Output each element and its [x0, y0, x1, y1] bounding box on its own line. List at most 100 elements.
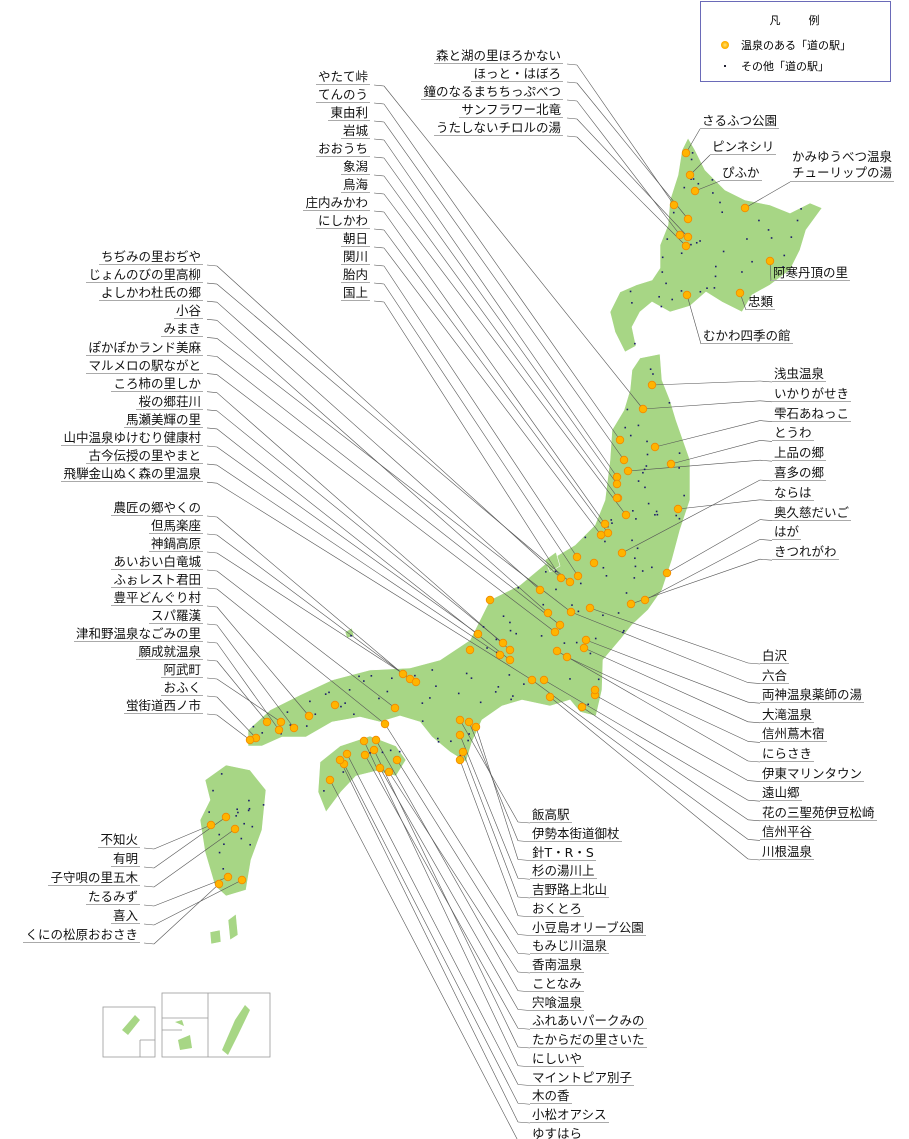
onsen-station-marker[interactable]	[612, 472, 622, 482]
onsen-station-marker[interactable]	[464, 717, 474, 727]
onsen-station-marker[interactable]	[673, 504, 683, 514]
onsen-station-marker[interactable]	[455, 755, 465, 765]
onsen-station-marker[interactable]	[214, 879, 224, 889]
onsen-station-marker[interactable]	[274, 725, 284, 735]
other-station-marker	[642, 471, 644, 474]
onsen-station-marker[interactable]	[626, 599, 636, 609]
onsen-station-marker[interactable]	[390, 703, 400, 713]
onsen-station-marker[interactable]	[371, 735, 381, 745]
onsen-station-marker[interactable]	[543, 608, 553, 618]
onsen-station-marker[interactable]	[455, 730, 465, 740]
onsen-station-marker[interactable]	[675, 230, 685, 240]
onsen-station-marker[interactable]	[276, 717, 286, 727]
onsen-station-marker[interactable]	[552, 646, 562, 656]
onsen-station-marker[interactable]	[325, 775, 335, 785]
onsen-station-marker[interactable]	[411, 677, 421, 687]
onsen-station-marker[interactable]	[740, 203, 750, 213]
onsen-station-marker[interactable]	[590, 685, 600, 695]
leader-line	[517, 1102, 531, 1105]
onsen-station-marker[interactable]	[685, 170, 695, 180]
onsen-station-marker[interactable]	[650, 442, 660, 452]
onsen-station-marker[interactable]	[527, 675, 537, 685]
onsen-station-marker[interactable]	[619, 455, 629, 465]
onsen-station-marker[interactable]	[577, 702, 587, 712]
onsen-station-marker[interactable]	[380, 719, 390, 729]
onsen-station-marker[interactable]	[556, 573, 566, 583]
other-station-marker	[218, 851, 221, 854]
onsen-station-marker[interactable]	[585, 603, 595, 613]
onsen-station-marker[interactable]	[539, 675, 549, 685]
onsen-station-marker[interactable]	[565, 577, 575, 587]
onsen-station-marker[interactable]	[573, 571, 583, 581]
onsen-station-marker[interactable]	[682, 290, 692, 300]
onsen-station-marker[interactable]	[221, 812, 231, 822]
onsen-station-marker[interactable]	[342, 749, 352, 759]
onsen-station-marker[interactable]	[206, 820, 216, 830]
onsen-station-marker[interactable]	[505, 645, 515, 655]
onsen-station-marker[interactable]	[262, 717, 272, 727]
onsen-station-marker[interactable]	[581, 635, 591, 645]
onsen-station-marker[interactable]	[289, 723, 299, 733]
onsen-station-marker[interactable]	[505, 655, 515, 665]
onsen-station-marker[interactable]	[304, 711, 314, 721]
onsen-station-marker[interactable]	[603, 528, 613, 538]
onsen-station-marker[interactable]	[545, 692, 555, 702]
onsen-station-marker[interactable]	[640, 595, 650, 605]
onsen-station-marker[interactable]	[473, 629, 483, 639]
onsen-station-marker[interactable]	[471, 722, 481, 732]
onsen-station-marker[interactable]	[384, 767, 394, 777]
onsen-station-marker[interactable]	[485, 595, 495, 605]
onsen-station-marker[interactable]	[465, 645, 475, 655]
onsen-station-marker[interactable]	[765, 256, 775, 266]
onsen-station-marker[interactable]	[369, 745, 379, 755]
onsen-station-marker[interactable]	[330, 700, 340, 710]
onsen-station-marker[interactable]	[669, 200, 679, 210]
onsen-station-marker[interactable]	[615, 435, 625, 445]
station-label: ならは	[772, 484, 814, 501]
onsen-station-marker[interactable]	[572, 552, 582, 562]
onsen-station-marker[interactable]	[458, 747, 468, 757]
onsen-station-marker[interactable]	[398, 669, 408, 679]
station-label: 白沢	[760, 648, 790, 664]
onsen-station-marker[interactable]	[566, 607, 576, 617]
onsen-station-marker[interactable]	[617, 548, 627, 558]
onsen-station-marker[interactable]	[690, 186, 700, 196]
onsen-station-marker[interactable]	[666, 459, 676, 469]
onsen-station-marker[interactable]	[237, 875, 247, 885]
other-station-marker	[790, 236, 793, 238]
onsen-station-marker[interactable]	[535, 585, 545, 595]
onsen-station-marker[interactable]	[596, 530, 606, 540]
onsen-station-marker[interactable]	[562, 652, 572, 662]
onsen-station-marker[interactable]	[359, 736, 369, 746]
onsen-station-marker[interactable]	[550, 627, 560, 637]
onsen-station-marker[interactable]	[735, 288, 745, 298]
onsen-station-marker[interactable]	[681, 241, 691, 251]
onsen-station-marker[interactable]	[495, 650, 505, 660]
onsen-station-marker[interactable]	[623, 466, 633, 476]
onsen-station-marker[interactable]	[621, 510, 631, 520]
onsen-station-marker[interactable]	[223, 872, 233, 882]
onsen-station-marker[interactable]	[589, 558, 599, 568]
onsen-station-marker[interactable]	[375, 763, 385, 773]
onsen-station-marker[interactable]	[392, 755, 402, 765]
onsen-station-marker[interactable]	[683, 214, 693, 224]
onsen-station-marker[interactable]	[230, 824, 240, 834]
onsen-station-marker[interactable]	[455, 715, 465, 725]
onsen-station-marker[interactable]	[600, 519, 610, 529]
onsen-station-marker[interactable]	[681, 148, 691, 158]
onsen-station-marker[interactable]	[245, 735, 255, 745]
onsen-station-marker[interactable]	[360, 750, 370, 760]
onsen-station-marker[interactable]	[612, 479, 622, 489]
other-station-marker	[604, 540, 606, 543]
onsen-station-marker[interactable]	[579, 643, 589, 653]
onsen-station-marker[interactable]	[683, 232, 693, 242]
leader-line	[383, 193, 627, 516]
leader-line	[566, 656, 749, 742]
onsen-station-marker[interactable]	[335, 755, 345, 765]
onsen-station-marker[interactable]	[498, 638, 508, 648]
onsen-station-marker[interactable]	[612, 493, 622, 503]
onsen-station-marker[interactable]	[555, 620, 565, 630]
onsen-station-marker[interactable]	[662, 568, 672, 578]
onsen-station-marker[interactable]	[647, 380, 657, 390]
onsen-station-marker[interactable]	[638, 404, 648, 414]
